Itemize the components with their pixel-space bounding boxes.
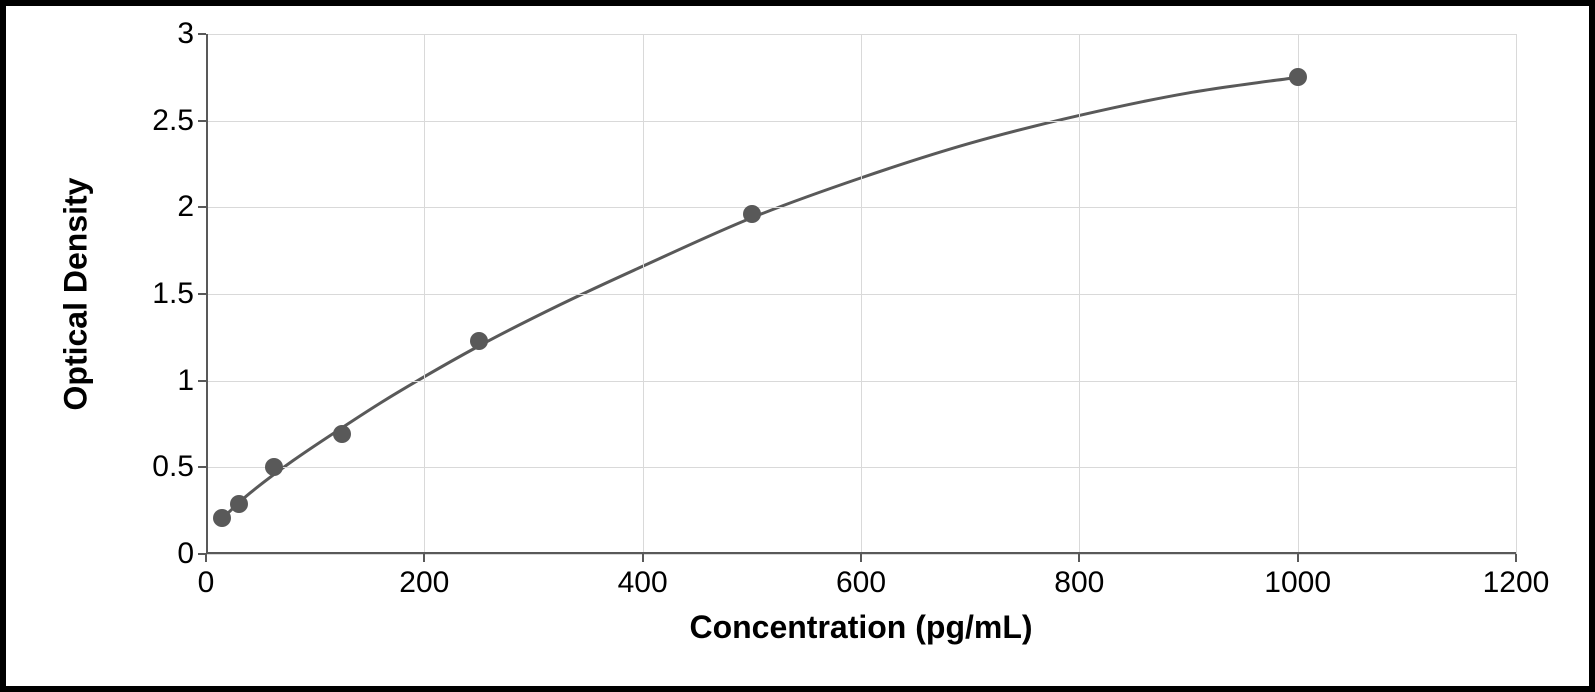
data-point — [743, 205, 761, 223]
x-axis-title: Concentration (pg/mL) — [689, 609, 1032, 646]
chart-frame: Optical Density Concentration (pg/mL) 0 2… — [0, 0, 1595, 692]
x-tick-label: 1000 — [1264, 566, 1331, 600]
grid-line-horizontal — [206, 121, 1516, 122]
x-tick-mark — [423, 554, 425, 562]
grid-line-horizontal — [206, 467, 1516, 468]
y-tick-label: 0 — [146, 537, 194, 571]
data-point — [213, 509, 231, 527]
x-tick-label: 600 — [836, 566, 886, 600]
y-tick-mark — [198, 33, 206, 35]
grid-line-horizontal — [206, 294, 1516, 295]
fitted-curve — [222, 77, 1297, 518]
x-tick-mark — [642, 554, 644, 562]
x-tick-label: 800 — [1054, 566, 1104, 600]
x-tick-mark — [1297, 554, 1299, 562]
x-tick-label: 0 — [198, 566, 215, 600]
y-tick-label: 2 — [146, 190, 194, 224]
data-point — [1289, 68, 1307, 86]
y-tick-mark — [198, 380, 206, 382]
grid-line-horizontal — [206, 381, 1516, 382]
y-tick-label: 3 — [146, 17, 194, 51]
y-axis-title: Optical Density — [58, 178, 95, 411]
x-tick-mark — [205, 554, 207, 562]
x-tick-label: 200 — [399, 566, 449, 600]
grid-line-vertical — [1516, 34, 1517, 554]
y-axis-line — [206, 34, 208, 554]
chart-container: Optical Density Concentration (pg/mL) 0 2… — [6, 6, 1589, 686]
x-tick-mark — [1515, 554, 1517, 562]
y-tick-mark — [198, 293, 206, 295]
y-tick-label: 1 — [146, 364, 194, 398]
grid-line-horizontal — [206, 207, 1516, 208]
y-tick-label: 1.5 — [146, 277, 194, 311]
x-tick-mark — [860, 554, 862, 562]
data-point — [333, 425, 351, 443]
y-tick-mark — [198, 120, 206, 122]
x-tick-label: 1200 — [1483, 566, 1550, 600]
y-tick-label: 2.5 — [146, 104, 194, 138]
y-tick-mark — [198, 206, 206, 208]
plot-area — [206, 34, 1516, 554]
data-point — [230, 495, 248, 513]
y-tick-mark — [198, 466, 206, 468]
data-point — [265, 458, 283, 476]
grid-line-horizontal — [206, 34, 1516, 35]
data-point — [470, 332, 488, 350]
x-tick-label: 400 — [618, 566, 668, 600]
x-tick-mark — [1078, 554, 1080, 562]
y-tick-mark — [198, 553, 206, 555]
y-tick-label: 0.5 — [146, 450, 194, 484]
